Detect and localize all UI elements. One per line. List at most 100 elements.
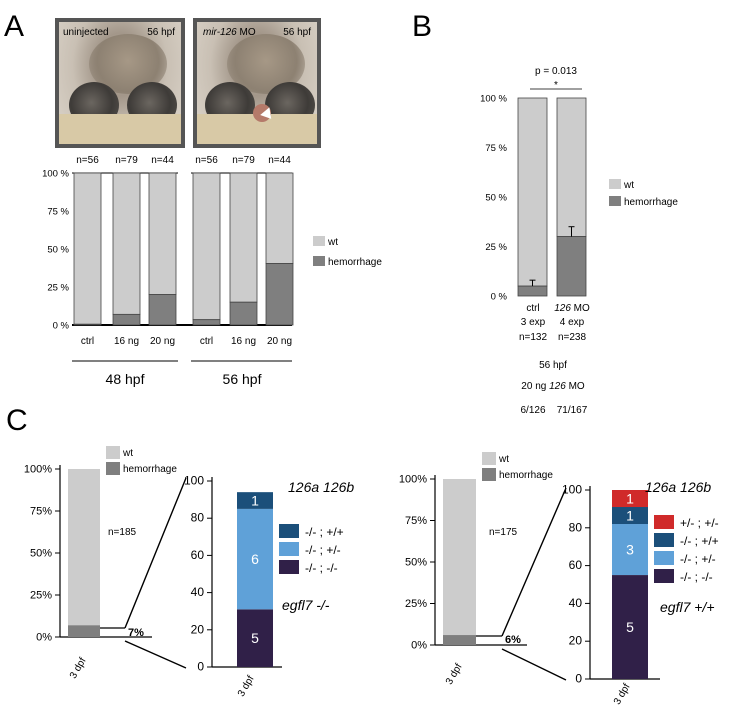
legend-label-hemorrhage: hemorrhage	[328, 257, 382, 268]
bar-segment	[612, 575, 648, 679]
y-tick-label: 80	[191, 511, 205, 525]
b-col1-line3: n=132	[519, 332, 548, 343]
c-left-pct: 7%	[128, 627, 144, 639]
b-footer-stage: 56 hpf	[539, 360, 567, 371]
x-tick-label: ctrl	[81, 336, 94, 347]
b-col2-line1: 126 MO	[554, 303, 590, 314]
c-left-zoom-lines	[124, 477, 187, 669]
bar-hemorrhage	[68, 625, 100, 637]
legend-swatch-hemorrhage	[313, 256, 325, 266]
legend-swatch-hemorrhage	[609, 196, 621, 206]
chart-c-left: 0% 25% 50% 75% 100% wt hemorrhage 0 20 40 60 80 100 5…	[24, 446, 344, 674]
bar-wt	[556, 97, 587, 238]
bar-wt	[148, 172, 177, 295]
y-tick-label: 25 %	[485, 242, 507, 253]
bar-segment	[612, 524, 648, 576]
c-left-xlabel-phen: 3 dpf	[68, 656, 89, 681]
bar-hemorrhage	[229, 301, 258, 326]
n-label: n=79	[232, 155, 255, 166]
legend-label: -/- ; +/-	[305, 543, 341, 557]
c-right-genotype: egfl7 +/+	[660, 599, 715, 615]
y-tick-label: 0	[575, 672, 582, 686]
bar-segment	[612, 490, 648, 508]
legend-label: -/- ; +/+	[305, 525, 344, 539]
legend-label-wt: wt	[122, 448, 133, 459]
chart-a: 0 % 25 % 50 % 75 % 100 % n=56 ctrl n=79 16 ng n=4…	[42, 155, 382, 347]
bar-segment	[612, 507, 648, 525]
bar-segment	[237, 492, 273, 509]
y-tick-label: 0 %	[491, 292, 508, 303]
segment-count: 1	[251, 493, 259, 509]
y-tick-label: 100 %	[480, 94, 507, 105]
n-label: n=79	[115, 155, 138, 166]
legend-swatch	[279, 524, 299, 538]
legend-swatch-hemorrhage	[482, 468, 496, 481]
sig-star: *	[554, 80, 558, 91]
y-tick-label: 20	[569, 634, 583, 648]
legend-swatch-wt	[313, 236, 325, 246]
legend-label-wt: wt	[327, 237, 338, 248]
b-col1-line1: ctrl	[526, 303, 539, 314]
segment-count: 3	[626, 542, 634, 558]
y-tick-label: 75 %	[47, 207, 69, 218]
y-tick-label: 0%	[36, 632, 52, 644]
bar-hemorrhage	[443, 635, 476, 645]
legend-label-wt: wt	[498, 454, 509, 465]
bar-wt	[112, 172, 141, 315]
b-footer-count1: 6/126	[520, 405, 545, 416]
bar-wt	[68, 469, 100, 626]
photo-stage: 56 hpf	[147, 27, 175, 38]
y-tick-label: 25%	[405, 598, 427, 610]
x-tick-label: 20 ng	[150, 336, 175, 347]
segment-count: 5	[251, 630, 259, 646]
photo-mir126-mo: mir-126 MO 56 hpf	[193, 18, 321, 148]
group-label-56hpf: 56 hpf	[223, 371, 262, 387]
y-tick-label: 75%	[30, 506, 52, 518]
photo-label: mir-126 MO	[203, 27, 256, 38]
bar-wt	[517, 97, 548, 287]
photo-label: uninjected	[63, 27, 109, 38]
y-tick-label: 50 %	[485, 193, 507, 204]
y-tick-label: 25 %	[47, 283, 69, 294]
x-tick-label: 20 ng	[267, 336, 292, 347]
legend-swatch-wt	[609, 179, 621, 189]
y-tick-label: 25%	[30, 590, 52, 602]
x-tick-label: 16 ng	[114, 336, 139, 347]
bar-segment	[237, 508, 273, 610]
legend-swatch	[279, 542, 299, 556]
c-right-zoom-lines	[501, 487, 567, 681]
y-tick-label: 40	[191, 585, 205, 599]
group-label-48hpf: 48 hpf	[106, 371, 145, 387]
legend-swatch	[654, 515, 674, 529]
y-tick-label: 20	[191, 622, 205, 636]
legend-label: +/- ; +/-	[680, 516, 719, 530]
photo-stage: 56 hpf	[283, 27, 311, 38]
photo-uninjected: uninjected 56 hpf	[55, 18, 185, 148]
p-value: p = 0.013	[535, 66, 577, 77]
c-left-n: n=185	[108, 527, 137, 538]
bar-hemorrhage	[148, 294, 177, 326]
segment-count: 5	[626, 619, 634, 635]
bar-segment	[237, 609, 273, 667]
b-col2-line2: 4 exp	[560, 317, 585, 328]
segment-count: 6	[251, 551, 259, 567]
y-tick-label: 100	[184, 474, 204, 488]
c-right-xlabel-phen: 3 dpf	[444, 662, 465, 687]
y-tick-label: 100%	[24, 464, 52, 476]
legend-swatch	[654, 569, 674, 583]
bar-hemorrhage	[556, 236, 587, 297]
bar-hemorrhage	[265, 263, 294, 326]
legend-label: -/- ; +/-	[680, 552, 716, 566]
b-footer-treatment: 20 ng 126 MO	[521, 381, 585, 392]
y-tick-label: 0	[197, 660, 204, 674]
panel-label-c: C	[6, 404, 28, 437]
n-label: n=44	[268, 155, 291, 166]
chart-b: 0 % 25 % 50 % 75 % 100 % wt hemorrhage	[480, 94, 678, 303]
c-left-xlabel-gen: 3 dpf	[236, 674, 257, 699]
bar-wt	[73, 172, 102, 325]
y-tick-label: 0 %	[53, 321, 70, 332]
legend-label-hemorrhage: hemorrhage	[123, 464, 177, 475]
n-label: n=56	[195, 155, 218, 166]
c-right-pct: 6%	[505, 634, 521, 646]
